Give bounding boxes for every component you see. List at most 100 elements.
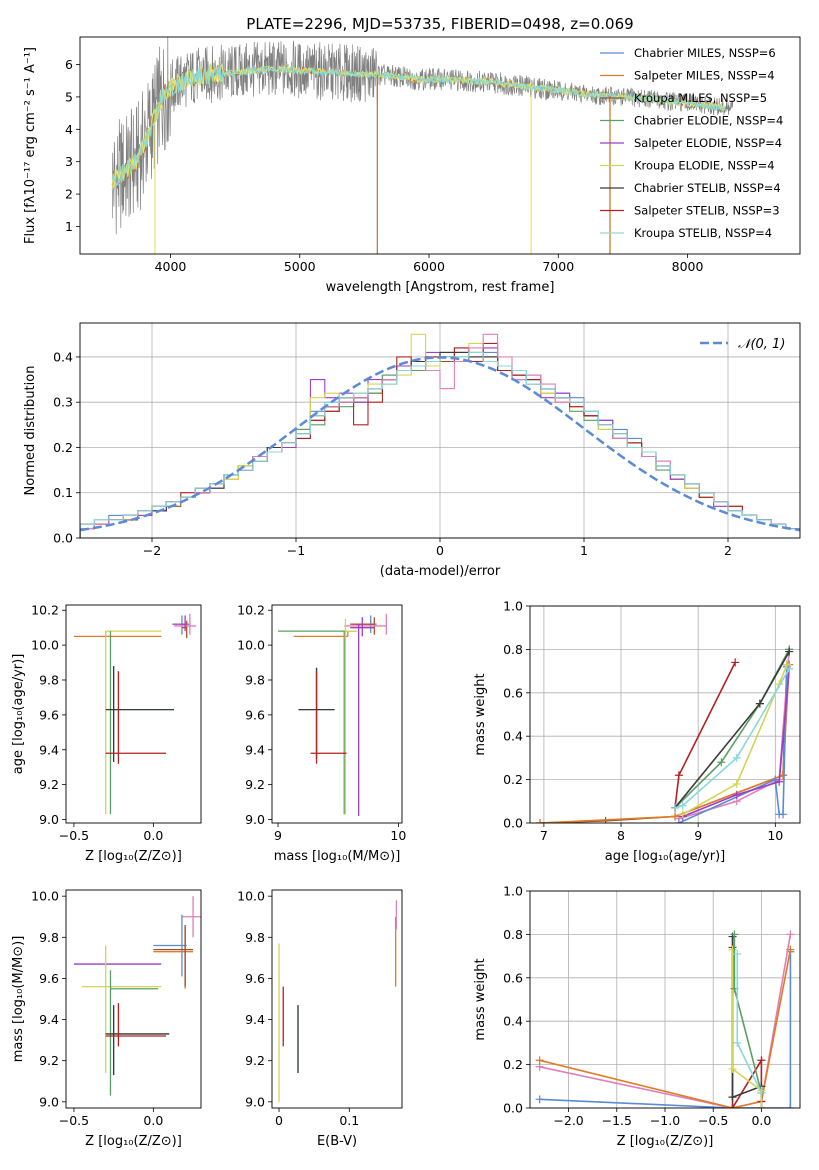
x-axis-label: wavelength [Angstrom, rest frame] xyxy=(326,280,555,295)
weight-marker xyxy=(728,1064,737,1073)
x-axis-label: (data-model)/error xyxy=(380,564,501,579)
y-tick-label: 10.0 xyxy=(31,638,59,653)
weight-marker xyxy=(782,660,791,669)
x-axis-label: mass [log₁₀(M/M⊙)] xyxy=(274,849,401,864)
weight-marker xyxy=(674,819,683,823)
plot-area xyxy=(535,930,795,1108)
y-tick-label: 0.8 xyxy=(503,927,523,942)
errorbar-point-0 xyxy=(181,896,201,938)
y-tick-label: 1 xyxy=(65,219,73,234)
weight-series-9 xyxy=(674,668,790,809)
y-tick-label: 0.4 xyxy=(53,349,73,364)
errorbar-point-5 xyxy=(105,630,162,815)
legend-entry: Kroupa STELIB, NSSP=4 xyxy=(634,226,772,240)
axes-frame xyxy=(529,890,801,1109)
weight-series-0 xyxy=(539,951,792,1108)
y-tick-label: 9.8 xyxy=(245,930,265,945)
y-tick-label: 2 xyxy=(65,187,73,202)
plot-area xyxy=(278,900,398,1102)
x-axis-label: E(B-V) xyxy=(317,1134,357,1149)
weight-series-5 xyxy=(682,664,788,815)
plot-area xyxy=(536,645,794,823)
y-axis-label: Flux [fλ10⁻¹⁷ erg cm⁻² s⁻¹ A⁻¹] xyxy=(23,47,38,244)
axes-frame xyxy=(529,605,801,824)
y-tick-label: 10.0 xyxy=(237,889,265,904)
x-tick-label: 0.0 xyxy=(751,1113,771,1128)
y-tick-label: 9.2 xyxy=(245,1053,265,1068)
y-tick-label: 0.0 xyxy=(503,816,523,831)
y-tick-label: 5 xyxy=(65,89,73,104)
x-tick-label: 10 xyxy=(390,828,406,843)
y-tick-label: 9.2 xyxy=(39,1053,59,1068)
y-tick-label: 0.4 xyxy=(503,1014,523,1029)
legend-entry: Salpeter ELODIE, NSSP=4 xyxy=(634,136,782,150)
errorbar-point-1 xyxy=(153,914,187,977)
y-tick-label: 9.4 xyxy=(245,742,265,757)
y-tick-label: 10.2 xyxy=(31,603,59,618)
x-tick-label: 0.0 xyxy=(143,1113,163,1128)
y-tick-label: 9.0 xyxy=(245,1094,265,1109)
spectrum-model-line xyxy=(111,65,726,188)
y-tick-label: 0.6 xyxy=(503,685,523,700)
x-tick-label: 8000 xyxy=(672,259,704,274)
y-tick-label: 9.6 xyxy=(39,707,59,722)
x-tick-label: 0.1 xyxy=(339,1113,359,1128)
y-tick-label: 0.0 xyxy=(503,1101,523,1116)
axes-frame xyxy=(271,604,403,824)
weight-marker xyxy=(786,1104,795,1108)
y-axis-label: mass weight xyxy=(473,673,488,755)
errorbar-point-8 xyxy=(105,666,174,762)
x-tick-label: −1.5 xyxy=(602,1113,632,1128)
errorbar-point-8 xyxy=(105,1005,170,1076)
x-tick-label: 0 xyxy=(275,1113,283,1128)
legend-entry: Salpeter MILES, NSSP=4 xyxy=(634,69,775,83)
x-tick-label: 7000 xyxy=(542,259,574,274)
legend-entry: Kroupa ELODIE, NSSP=4 xyxy=(634,159,775,173)
plot-area xyxy=(73,896,201,1096)
errorbar-point-6 xyxy=(344,618,358,815)
weight-marker xyxy=(732,779,741,788)
x-axis-label: age [log₁₀(age/yr)] xyxy=(605,849,726,864)
weight-marker xyxy=(757,1088,766,1097)
y-tick-label: 3 xyxy=(65,154,73,169)
x-tick-label: −2.0 xyxy=(553,1113,583,1128)
weight-marker xyxy=(730,930,739,939)
errorbar-point-1 xyxy=(181,620,188,639)
weight-marker xyxy=(728,1104,737,1108)
gaussian-curve xyxy=(80,356,800,532)
axes-frame xyxy=(65,604,202,824)
weight-marker xyxy=(733,1038,742,1047)
histogram-series-9 xyxy=(80,351,800,538)
y-tick-label: 0.2 xyxy=(503,772,523,787)
panels: 4000 5000 6000 7000 8000 1 2 3 4 5 6 wavelength [An… xyxy=(11,36,801,1149)
x-tick-label: 5000 xyxy=(284,259,316,274)
x-tick-label: 6000 xyxy=(413,259,445,274)
legend-entry: 𝒩(0, 1) xyxy=(738,337,785,352)
legend-entry: Chabrier MILES, NSSP=6 xyxy=(634,46,776,60)
weight-series-4 xyxy=(682,668,790,818)
axes-frame xyxy=(271,889,403,1109)
errorbar-point-5 xyxy=(81,945,162,1074)
errorbar-point-4 xyxy=(278,630,357,815)
y-tick-label: 9.0 xyxy=(245,812,265,827)
errorbar-point-9 xyxy=(105,671,167,764)
x-tick-label: −1 xyxy=(287,543,305,558)
y-tick-label: 9.6 xyxy=(245,971,265,986)
legend-entry: Salpeter STELIB, NSSP=3 xyxy=(634,204,780,218)
weight-marker xyxy=(786,945,795,954)
weight-marker xyxy=(775,777,784,786)
axes-frame xyxy=(65,889,202,1109)
y-tick-label: 0.3 xyxy=(53,395,73,410)
panel-mass-vs-Z: −0.5 0.0 9.0 9.2 9.4 9.6 9.8 10.0 Z [log₁₀(Z/Z⊙)… xyxy=(11,889,202,1149)
weight-marker xyxy=(757,1056,766,1065)
y-tick-label: 9.2 xyxy=(245,777,265,792)
y-tick-label: 9.8 xyxy=(39,930,59,945)
errorbar-point-9 xyxy=(310,671,347,764)
weight-series-2 xyxy=(539,949,792,1108)
axes-frame xyxy=(79,36,801,255)
weight-marker xyxy=(732,790,741,799)
y-tick-label: 1.0 xyxy=(503,884,523,899)
legend: 𝒩(0, 1) xyxy=(700,337,785,352)
spectrum-model-line xyxy=(111,63,726,187)
